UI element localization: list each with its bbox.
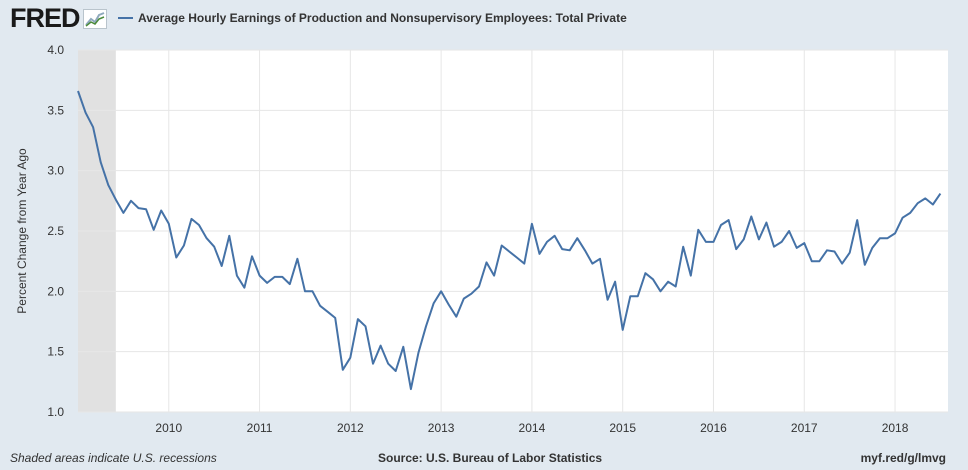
chart-legend: Average Hourly Earnings of Production an… [118, 11, 627, 25]
legend-label: Average Hourly Earnings of Production an… [138, 11, 627, 25]
x-tick-label: 2017 [791, 421, 818, 435]
x-tick-label: 2011 [247, 421, 273, 435]
x-tick-label: 2013 [428, 421, 455, 435]
y-tick-label: 3.0 [47, 164, 64, 178]
chart-line-icon [82, 8, 107, 29]
header: FRED Average Hourly Earnings of Producti… [0, 0, 968, 40]
x-axis-ticks: 2010 2011 2012 2013 2014 2015 2016 2017 2018 [155, 421, 908, 435]
y-tick-label: 1.0 [47, 405, 64, 419]
x-tick-label: 2012 [337, 421, 364, 435]
y-tick-label: 2.5 [47, 224, 64, 238]
x-tick-label: 2010 [155, 421, 182, 435]
gridlines [78, 49, 948, 413]
y-tick-label: 1.5 [47, 345, 64, 359]
y-tick-label: 3.5 [47, 103, 64, 117]
recession-note: Shaded areas indicate U.S. recessions [10, 451, 217, 465]
short-url-link[interactable]: myf.red/g/lmvg [860, 451, 946, 465]
legend-swatch [118, 17, 133, 19]
y-tick-label: 4.0 [47, 43, 64, 57]
y-axis-ticks: 1.0 1.5 2.0 2.5 3.0 3.5 4.0 [47, 43, 64, 419]
y-axis-label: Percent Change from Year Ago [15, 148, 29, 314]
series-layer [77, 90, 942, 391]
x-tick-label: 2016 [700, 421, 727, 435]
x-tick-label: 2014 [519, 421, 546, 435]
source-note: Source: U.S. Bureau of Labor Statistics [378, 451, 603, 465]
x-tick-label: 2015 [609, 421, 636, 435]
y-tick-label: 2.0 [47, 284, 64, 298]
x-tick-label: 2018 [882, 421, 909, 435]
series-line [77, 90, 942, 391]
fred-logo[interactable]: FRED [10, 5, 107, 32]
fred-logo-text: FRED [10, 3, 80, 33]
